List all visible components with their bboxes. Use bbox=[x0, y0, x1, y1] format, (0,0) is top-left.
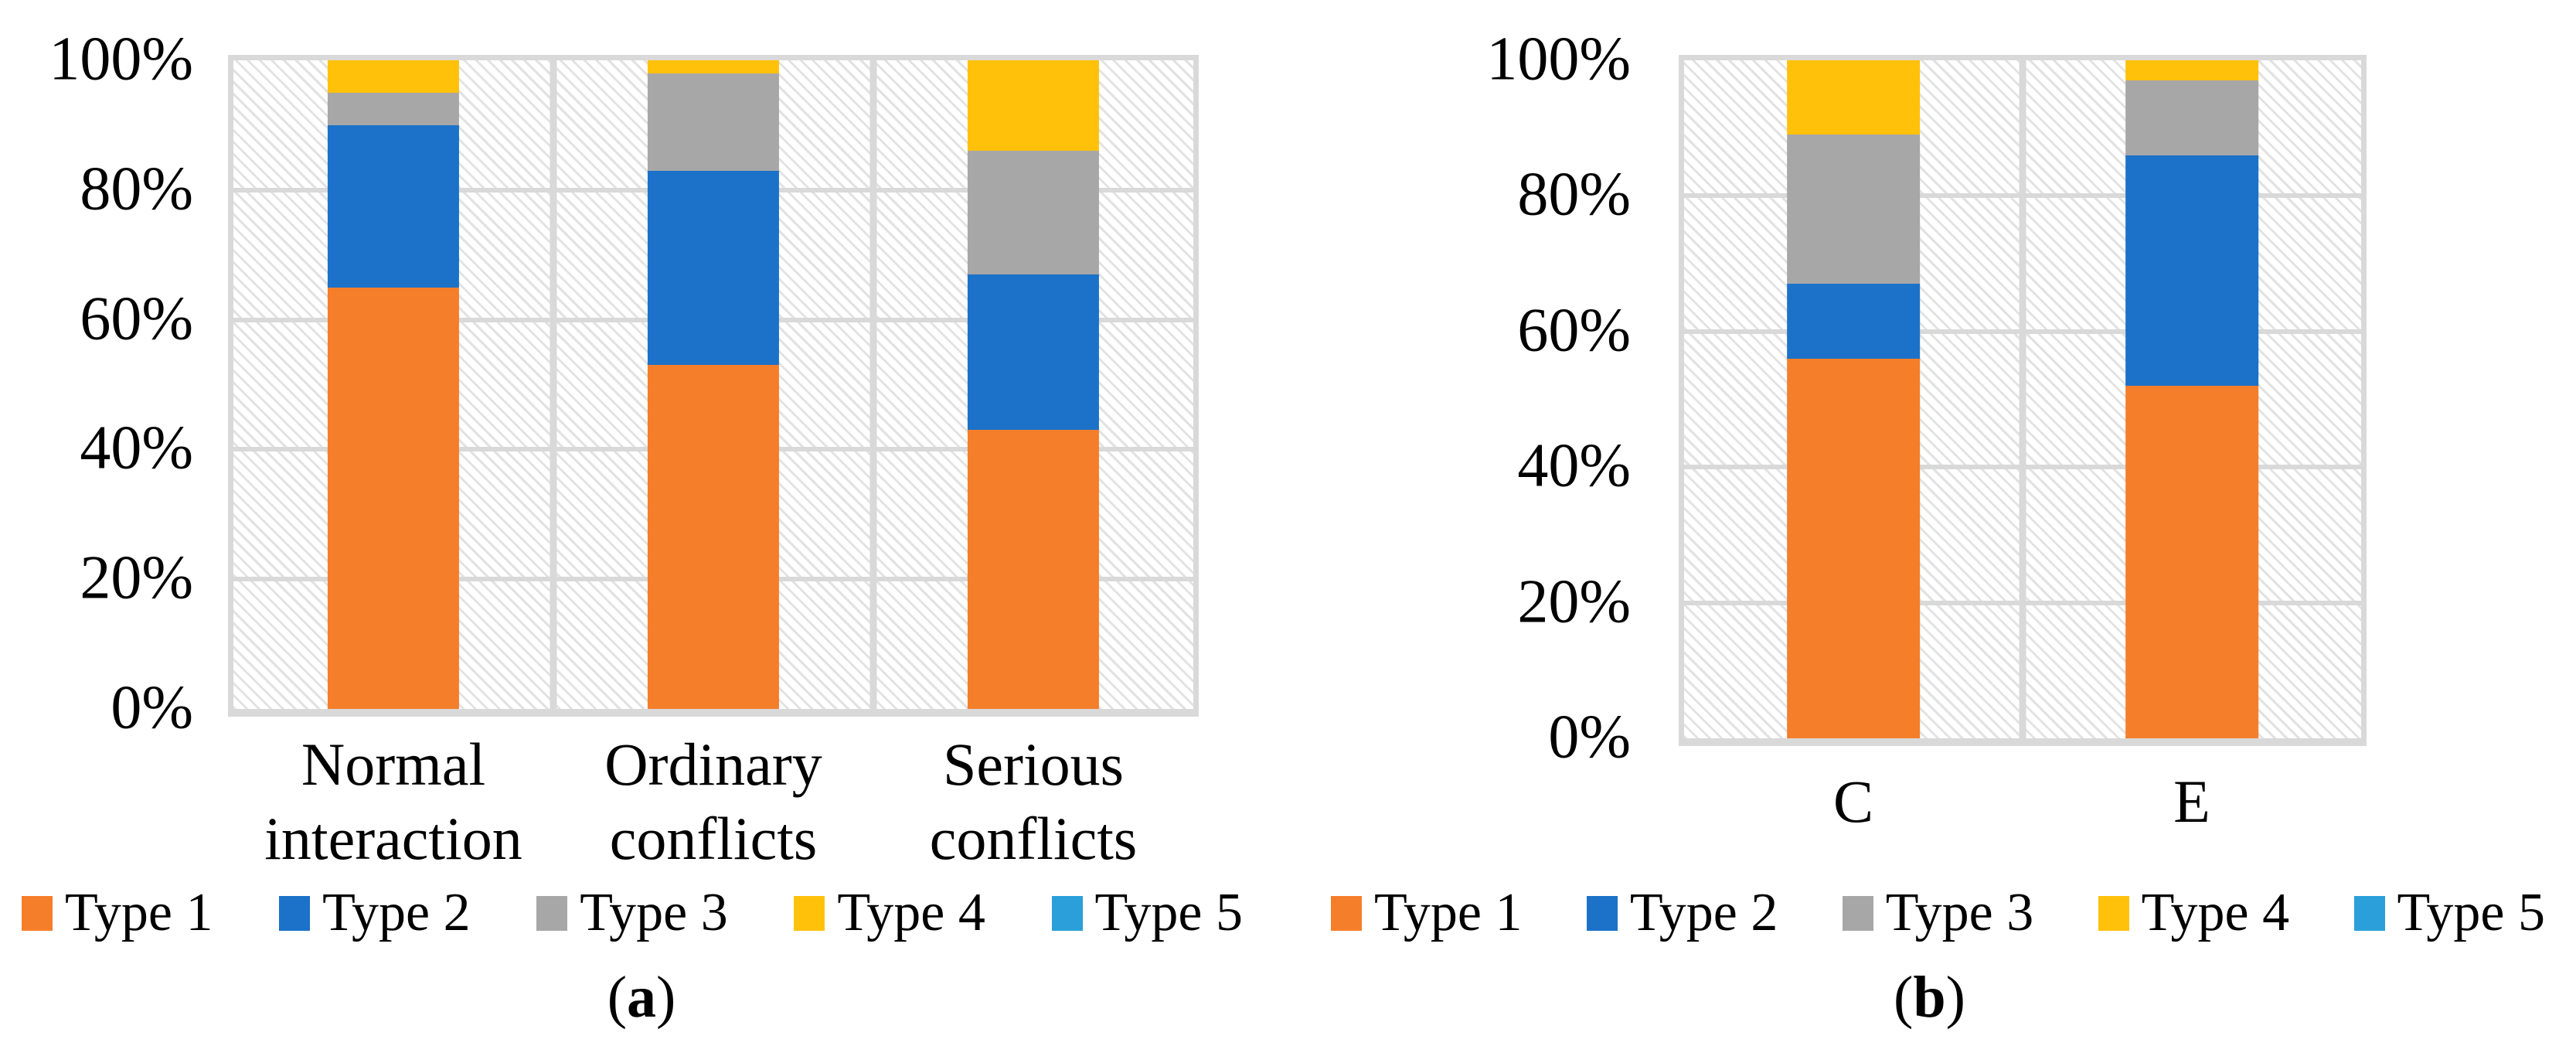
legend-label: Type 2 bbox=[1629, 883, 1778, 942]
bar-segment bbox=[327, 124, 460, 288]
legend-item: Type 4 bbox=[794, 886, 985, 940]
y-axis-tick-label: 0% bbox=[1548, 703, 1631, 772]
chart-panel-b: 100% 80% 60% 40% 20% 0% C E Type 1 Type 2 Type 3… bbox=[1283, 0, 2576, 1063]
bar-segment bbox=[327, 92, 460, 125]
stacked-bar bbox=[1787, 60, 1920, 738]
legend-label: Type 3 bbox=[580, 883, 728, 942]
caption-open-paren: ( bbox=[1894, 965, 1914, 1030]
bar-segment bbox=[2125, 80, 2258, 155]
legend-swatch-icon bbox=[2098, 895, 2129, 931]
bar-segment bbox=[327, 287, 460, 709]
legend-label: Type 5 bbox=[1094, 883, 1243, 942]
bar-segment bbox=[1787, 135, 1920, 284]
legend-label: Type 1 bbox=[1374, 883, 1523, 942]
legend-label: Type 1 bbox=[65, 883, 213, 942]
caption-letter: a bbox=[627, 965, 656, 1030]
bar-segment bbox=[967, 274, 1100, 431]
legend-item: Type 1 bbox=[1331, 886, 1522, 940]
plot-area-a bbox=[228, 55, 1199, 717]
bar-segment bbox=[327, 60, 460, 93]
plot-area-b bbox=[1679, 55, 2367, 746]
legend-swatch-icon bbox=[2353, 895, 2385, 931]
legend-item: Type 5 bbox=[2353, 883, 2545, 942]
y-axis-tick-label: 80% bbox=[1517, 160, 1631, 229]
legend-item: Type 3 bbox=[536, 883, 728, 942]
legend-swatch-icon bbox=[279, 895, 311, 931]
y-axis-b: 100% 80% 60% 40% 20% 0% bbox=[1283, 28, 1631, 768]
y-axis-tick-label: 40% bbox=[1517, 431, 1631, 500]
legend-a: Type 1 Type 2 Type 3 Type 4 Type 5 bbox=[22, 886, 1243, 940]
bar-segment bbox=[967, 60, 1100, 152]
y-axis-tick-label: 100% bbox=[1486, 25, 1631, 94]
bar-segment bbox=[967, 151, 1100, 274]
stacked-bar bbox=[327, 60, 460, 709]
legend-item: Type 1 bbox=[22, 886, 213, 940]
x-axis-category-label: Ordinary conflicts bbox=[604, 731, 822, 872]
caption-close-paren: ) bbox=[1945, 965, 1965, 1030]
legend-item: Type 2 bbox=[1586, 883, 1778, 942]
legend-swatch-icon bbox=[1586, 895, 1618, 931]
caption-b: (b) bbox=[1283, 968, 2576, 1027]
legend-label: Type 5 bbox=[2397, 883, 2545, 942]
bar-segment bbox=[2125, 155, 2258, 386]
legend-label: Type 4 bbox=[837, 883, 985, 942]
x-axis-category-label: C bbox=[1832, 768, 1874, 835]
y-axis-tick-label: 100% bbox=[49, 25, 193, 94]
gridline-vertical bbox=[550, 60, 557, 709]
y-axis-tick-label: 60% bbox=[1517, 296, 1631, 365]
x-axis-category-label: Serious conflicts bbox=[929, 731, 1138, 872]
y-axis-tick-label: 40% bbox=[80, 414, 193, 482]
caption-a: (a) bbox=[0, 968, 1283, 1027]
bar-segment bbox=[1787, 284, 1920, 359]
x-axis-category-label: Normal interaction bbox=[264, 731, 522, 872]
y-axis-tick-label: 0% bbox=[111, 673, 193, 742]
bar-segment bbox=[1787, 60, 1920, 135]
bar-segment bbox=[647, 365, 780, 709]
legend-label: Type 3 bbox=[1885, 883, 2034, 942]
legend-swatch-icon bbox=[536, 895, 568, 931]
legend-swatch-icon bbox=[794, 895, 825, 931]
bar-segment bbox=[647, 170, 780, 366]
legend-swatch-icon bbox=[1051, 895, 1083, 931]
chart-panel-a: 100% 80% 60% 40% 20% 0% Normal interaction Ord… bbox=[0, 0, 1283, 1063]
legend-item: Type 2 bbox=[279, 883, 471, 942]
y-axis-tick-label: 60% bbox=[80, 284, 193, 353]
x-axis-category-label: E bbox=[2173, 768, 2210, 835]
bar-segment bbox=[647, 60, 780, 73]
bar-segment bbox=[647, 73, 780, 171]
y-axis-a: 100% 80% 60% 40% 20% 0% bbox=[0, 28, 193, 738]
stacked-bar bbox=[2125, 60, 2258, 738]
bar-segment bbox=[2125, 60, 2258, 81]
caption-letter: b bbox=[1913, 965, 1946, 1030]
legend-label: Type 2 bbox=[322, 883, 471, 942]
bar-segment bbox=[1787, 358, 1920, 738]
stacked-bar bbox=[967, 60, 1100, 709]
legend-item: Type 5 bbox=[1051, 883, 1243, 942]
bar-segment bbox=[2125, 385, 2258, 738]
legend-b: Type 1 Type 2 Type 3 Type 4 Type 5 bbox=[1331, 886, 2545, 940]
stacked-bar bbox=[647, 60, 780, 709]
y-axis-tick-label: 20% bbox=[80, 543, 193, 612]
legend-item: Type 4 bbox=[2098, 886, 2289, 940]
legend-item: Type 3 bbox=[1842, 883, 2034, 942]
gridline-vertical bbox=[869, 60, 877, 709]
caption-close-paren: ) bbox=[656, 965, 676, 1030]
legend-swatch-icon bbox=[1331, 895, 1362, 931]
legend-swatch-icon bbox=[22, 895, 53, 931]
y-axis-tick-label: 20% bbox=[1517, 567, 1631, 635]
caption-open-paren: ( bbox=[607, 965, 627, 1030]
gridline-vertical bbox=[2019, 60, 2026, 738]
legend-label: Type 4 bbox=[2141, 883, 2290, 942]
legend-swatch-icon bbox=[1842, 895, 1873, 931]
bar-segment bbox=[967, 430, 1100, 709]
y-axis-tick-label: 80% bbox=[80, 155, 193, 223]
